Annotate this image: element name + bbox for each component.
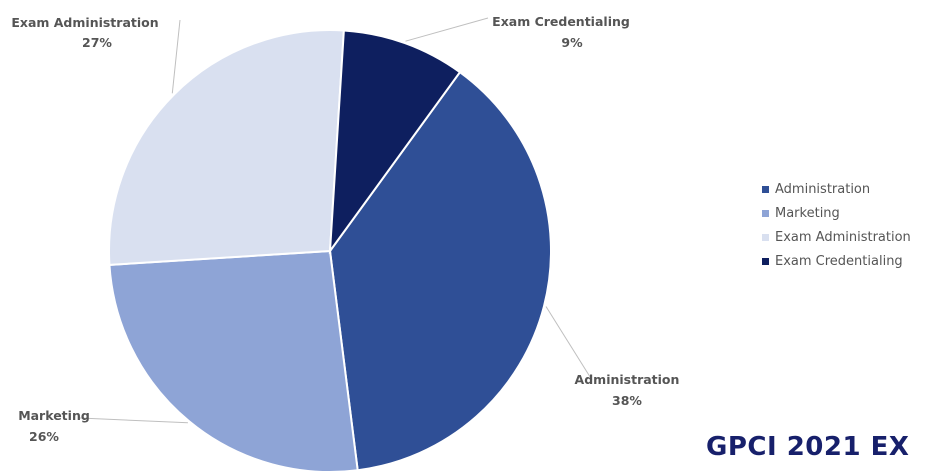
callout-label-exam-credentialing: Exam Credentialing: [492, 14, 630, 29]
legend-label: Exam Credentialing: [775, 253, 903, 269]
callout-label-administration: Administration: [575, 372, 680, 387]
pie-slice-administration: [328, 70, 552, 472]
callout-value-administration: 38%: [612, 393, 642, 408]
pie-slice-exam-credentialing: [328, 29, 462, 255]
legend-label: Administration: [775, 181, 871, 197]
legend-item-exam-administration: Exam Administration: [762, 225, 911, 249]
legend-swatch: [762, 257, 769, 265]
leader-line-administration: [545, 306, 593, 381]
legend-swatch: [762, 233, 769, 241]
legend-item-marketing: Marketing: [762, 201, 911, 225]
legend-label: Marketing: [775, 205, 840, 221]
leader-line-exam-credentialing: [405, 17, 489, 42]
callout-value-exam-credentialing: 9%: [561, 35, 583, 50]
pie-slice-exam-administration: [108, 29, 345, 266]
legend-swatch: [762, 209, 769, 217]
legend-swatch: [762, 185, 769, 193]
leader-line-marketing: [79, 417, 188, 424]
leader-line-exam-administration: [171, 19, 181, 94]
chart-legend: Administration Marketing Exam Administra…: [762, 177, 911, 273]
footer-title: GPCI 2021 EX: [706, 432, 910, 462]
legend-item-administration: Administration: [762, 177, 911, 201]
pie-slice-marketing: [108, 249, 359, 473]
callout-label-exam-administration: Exam Administration: [11, 15, 158, 30]
callout-label-marketing: Marketing: [18, 408, 90, 423]
callout-value-marketing: 26%: [29, 429, 59, 444]
legend-item-exam-credentialing: Exam Credentialing: [762, 249, 911, 273]
legend-label: Exam Administration: [775, 229, 911, 245]
callout-value-exam-administration: 27%: [82, 35, 112, 50]
